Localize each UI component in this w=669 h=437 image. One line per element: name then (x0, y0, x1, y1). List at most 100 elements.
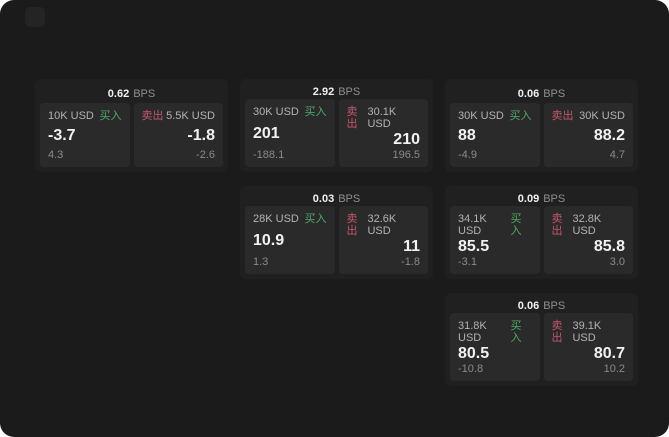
buy-label-row: 30K USD 买入 (253, 106, 327, 118)
sell-label-row: 卖出 32.6K USD (347, 213, 421, 237)
panels: 30K USD 买入 88 -4.9 卖出 30K USD 88.2 4.7 (450, 103, 633, 167)
quote-card: 0.62 BPS 10K USD 买入 -3.7 4.3 卖出 5.5K USD… (35, 79, 228, 172)
quote-card: 0.09 BPS 34.1K USD 买入 85.5 -3.1 卖出 32.8K… (445, 186, 638, 279)
buy-panel[interactable]: 10K USD 买入 -3.7 4.3 (40, 103, 130, 167)
buy-price: 88 (458, 127, 476, 144)
panels: 28K USD 买入 10.9 1.3 卖出 32.6K USD 11 -1.8 (245, 206, 428, 274)
buy-panel[interactable]: 28K USD 买入 10.9 1.3 (245, 206, 335, 274)
sell-amount: 30.1K USD (367, 106, 397, 130)
sell-delta: 10.2 (603, 363, 625, 375)
buy-label-row: 10K USD 买入 (48, 110, 122, 122)
bps-value: 0.06 (517, 299, 540, 312)
bps-label: BPS (133, 87, 156, 100)
sell-price: 88.2 (593, 127, 625, 144)
bps-value: 2.92 (312, 85, 335, 98)
buy-panel[interactable]: 31.8K USD 买入 80.5 -10.8 (450, 313, 540, 381)
sell-price: 210 (393, 131, 420, 148)
sell-badge: 卖出 (141, 110, 164, 122)
sell-amount: 39.1K USD (572, 320, 602, 344)
sell-delta: 196.5 (392, 149, 420, 161)
card-header: 0.06 BPS (450, 298, 633, 313)
buy-price: 10.9 (253, 232, 285, 249)
sell-panel[interactable]: 卖出 5.5K USD -1.8 -2.6 (133, 103, 223, 167)
sell-price: -1.8 (187, 127, 215, 144)
quote-card: 0.06 BPS 31.8K USD 买入 80.5 -10.8 卖出 39.1… (445, 293, 638, 386)
buy-badge: 买入 (304, 213, 327, 225)
sell-delta: 4.7 (609, 149, 625, 161)
buy-label-row: 31.8K USD 买入 (458, 320, 532, 344)
buy-price: 80.5 (458, 345, 490, 362)
quote-card: 0.03 BPS 28K USD 买入 10.9 1.3 卖出 32.6K US… (240, 186, 433, 279)
sell-price: 85.8 (593, 238, 625, 255)
sell-panel[interactable]: 卖出 39.1K USD 80.7 10.2 (543, 313, 633, 381)
buy-price: 85.5 (458, 238, 490, 255)
sell-badge: 卖出 (551, 213, 563, 237)
card-header: 0.06 BPS (450, 84, 633, 103)
sell-panel[interactable]: 卖出 32.8K USD 85.8 3.0 (543, 206, 633, 274)
buy-amount: 28K USD (253, 213, 299, 225)
buy-badge: 买入 (510, 213, 522, 237)
buy-badge: 买入 (510, 320, 522, 344)
buy-amount: 30K USD (458, 110, 504, 122)
sell-badge: 卖出 (551, 110, 574, 122)
bps-value: 0.06 (517, 87, 540, 100)
sell-price: 80.7 (593, 345, 625, 362)
quote-card: 0.06 BPS 30K USD 买入 88 -4.9 卖出 30K USD 8… (445, 79, 638, 172)
buy-label-row: 34.1K USD 买入 (458, 213, 532, 237)
buy-panel[interactable]: 30K USD 买入 201 -188.1 (245, 99, 335, 167)
buy-badge: 买入 (509, 110, 532, 122)
sell-delta: 3.0 (609, 256, 625, 268)
buy-delta: -4.9 (458, 149, 477, 161)
sell-price: 11 (403, 238, 420, 255)
quote-card: 2.92 BPS 30K USD 买入 201 -188.1 卖出 30.1K … (240, 79, 433, 172)
buy-price: -3.7 (48, 127, 76, 144)
bps-label: BPS (338, 192, 361, 205)
app-icon[interactable] (25, 7, 45, 27)
buy-amount: 30K USD (253, 106, 299, 118)
bps-value: 0.09 (517, 192, 540, 205)
cards-grid: 0.62 BPS 10K USD 买入 -3.7 4.3 卖出 5.5K USD… (35, 79, 638, 386)
card-header: 0.03 BPS (245, 191, 428, 206)
sell-label-row: 卖出 5.5K USD (142, 110, 216, 122)
bps-value: 0.03 (312, 192, 335, 205)
buy-label-row: 28K USD 买入 (253, 213, 327, 225)
sell-label-row: 卖出 39.1K USD (552, 320, 626, 344)
sell-panel[interactable]: 卖出 32.6K USD 11 -1.8 (338, 206, 428, 274)
buy-delta: -10.8 (458, 363, 484, 375)
panels: 31.8K USD 买入 80.5 -10.8 卖出 39.1K USD 80.… (450, 313, 633, 381)
sell-amount: 32.8K USD (572, 213, 602, 237)
sell-badge: 卖出 (346, 213, 358, 237)
sell-delta: -1.8 (401, 256, 420, 268)
buy-badge: 买入 (99, 110, 122, 122)
buy-panel[interactable]: 30K USD 买入 88 -4.9 (450, 103, 540, 167)
bps-label: BPS (543, 87, 566, 100)
buy-delta: 4.3 (48, 149, 64, 161)
sell-label-row: 卖出 32.8K USD (552, 213, 626, 237)
card-header: 0.62 BPS (40, 84, 223, 103)
bps-label: BPS (338, 85, 361, 98)
card-header: 0.09 BPS (450, 191, 633, 206)
sell-panel[interactable]: 卖出 30K USD 88.2 4.7 (543, 103, 633, 167)
sell-badge: 卖出 (551, 320, 563, 344)
sell-amount: 32.6K USD (367, 213, 397, 237)
bps-value: 0.62 (107, 87, 130, 100)
bps-label: BPS (543, 192, 566, 205)
buy-delta: 1.3 (253, 256, 269, 268)
buy-label-row: 30K USD 买入 (458, 110, 532, 122)
buy-delta: -3.1 (458, 256, 477, 268)
sell-label-row: 卖出 30.1K USD (347, 106, 421, 130)
sell-amount: 30K USD (579, 110, 625, 122)
sell-label-row: 卖出 30K USD (552, 110, 626, 122)
sell-panel[interactable]: 卖出 30.1K USD 210 196.5 (338, 99, 428, 167)
bps-label: BPS (543, 299, 566, 312)
panels: 30K USD 买入 201 -188.1 卖出 30.1K USD 210 1… (245, 99, 428, 167)
sell-delta: -2.6 (196, 149, 215, 161)
buy-amount: 34.1K USD (458, 213, 487, 237)
buy-panel[interactable]: 34.1K USD 买入 85.5 -3.1 (450, 206, 540, 274)
sell-amount: 5.5K USD (166, 110, 215, 122)
sell-badge: 卖出 (346, 106, 358, 130)
buy-price: 201 (253, 125, 280, 142)
buy-badge: 买入 (304, 106, 327, 118)
panels: 10K USD 买入 -3.7 4.3 卖出 5.5K USD -1.8 -2.… (40, 103, 223, 167)
